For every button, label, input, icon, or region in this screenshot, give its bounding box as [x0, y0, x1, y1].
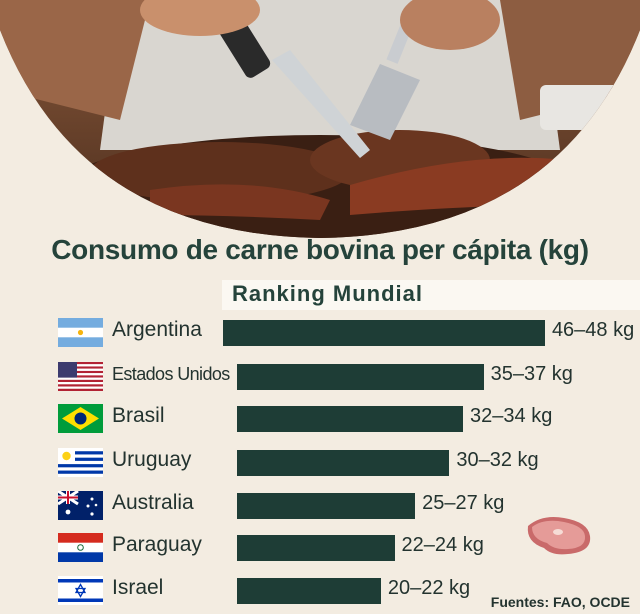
bar — [237, 364, 484, 390]
bar-row: Brasil 32–34 kg — [0, 398, 640, 438]
value-label: 30–32 kg — [456, 449, 539, 471]
category-label: Argentina — [112, 318, 202, 341]
argentina-flag-icon — [58, 318, 103, 347]
subtitle-highlight — [222, 280, 640, 310]
source-note: Fuentes: FAO, OCDE — [490, 594, 630, 610]
bar-row: Argentina 46–48 kg — [0, 312, 640, 352]
steak-icon — [527, 517, 591, 555]
category-label: Estados Unidos — [112, 364, 230, 384]
value-label: 35–37 kg — [490, 363, 573, 385]
value-label: 32–34 kg — [470, 405, 553, 427]
bar — [223, 320, 545, 346]
bar — [237, 406, 464, 432]
chart-title: Consumo de carne bovina per cápita (kg) — [51, 234, 589, 265]
bar — [237, 578, 381, 604]
header-photo — [0, 0, 640, 238]
bar-row: Israel 20–22 kg — [0, 570, 640, 610]
value-label: 22–24 kg — [401, 534, 484, 556]
brazil-flag-icon — [58, 404, 103, 433]
bar-row: Uruguay 30–32 kg — [0, 442, 640, 482]
value-label: 20–22 kg — [387, 577, 471, 599]
value-label: 46–48 kg — [551, 319, 635, 341]
category-label: Israel — [112, 576, 164, 599]
bar-row: Australia 25–27 kg — [0, 485, 640, 525]
uruguay-flag-icon — [58, 448, 103, 477]
category-label: Brasil — [112, 404, 165, 427]
bar — [237, 535, 395, 561]
category-label: Australia — [112, 491, 194, 514]
australia-flag-icon — [58, 491, 103, 520]
bar — [237, 493, 416, 519]
bar — [237, 450, 450, 476]
chart-subtitle: Ranking Mundial — [232, 281, 423, 306]
paraguay-flag-icon — [58, 533, 103, 562]
bar-row: Paraguay 22–24 kg — [0, 527, 640, 567]
category-label: Paraguay — [112, 533, 202, 556]
value-label: 25–27 kg — [422, 492, 505, 514]
category-label: Uruguay — [112, 448, 192, 471]
usa-flag-icon — [58, 362, 103, 391]
bar-row: Estados Unidos 35–37 kg — [0, 356, 640, 396]
israel-flag-icon — [58, 576, 103, 605]
